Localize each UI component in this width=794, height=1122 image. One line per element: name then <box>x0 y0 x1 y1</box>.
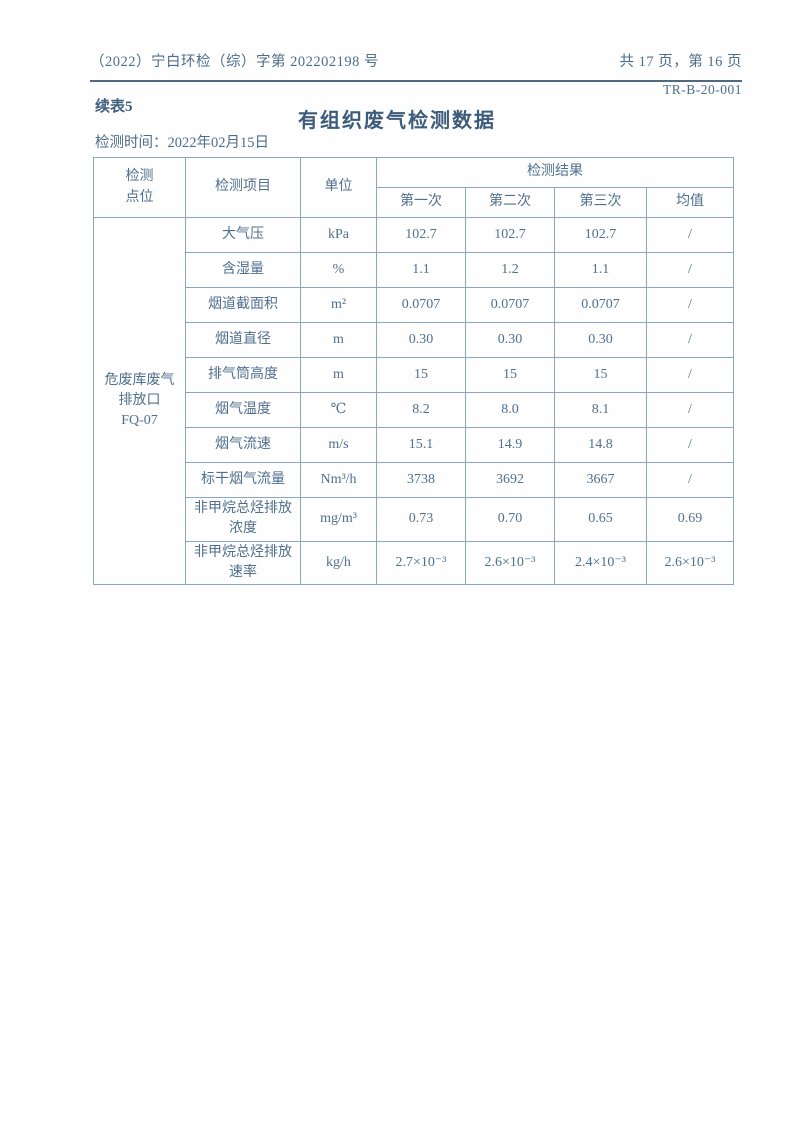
unit-cell: ℃ <box>300 392 377 428</box>
avg-cell: / <box>646 427 734 463</box>
value-cell: 3667 <box>554 462 647 498</box>
value-cell: 0.0707 <box>465 287 555 323</box>
item-cell: 标干烟气流量 <box>185 462 301 498</box>
monitoring-point-line1: 危废库废气 <box>104 372 175 388</box>
avg-cell: / <box>646 252 734 288</box>
value-cell: 0.30 <box>465 322 555 358</box>
avg-cell: / <box>646 217 734 253</box>
value-cell: 15 <box>376 357 466 393</box>
table-row: 危废库废气 排放口 FQ-07 大气压 kPa 102.7 102.7 102.… <box>93 216 734 586</box>
monitoring-point-cell: 危废库废气 排放口 FQ-07 <box>93 216 186 586</box>
table-row: 烟气流速 m/s 15.1 14.9 14.8 / <box>94 427 734 463</box>
value-cell: 1.2 <box>465 252 555 288</box>
value-cell: 102.7 <box>554 217 647 253</box>
table-row: 烟道截面积 m² 0.0707 0.0707 0.0707 / <box>94 287 734 323</box>
monitoring-data-table: 检测 点位 检测项目 单位 检测结果 第一次 第二次 第三次 均值 危废库废气 … <box>93 157 734 586</box>
avg-cell: / <box>646 392 734 428</box>
col-header-avg: 均值 <box>646 187 734 218</box>
value-cell: 8.1 <box>554 392 647 428</box>
unit-cell: kPa <box>300 217 377 253</box>
value-cell: 0.30 <box>554 322 647 358</box>
value-cell: 0.65 <box>554 497 647 542</box>
item-cell: 非甲烷总烃排放速率 <box>185 540 301 586</box>
value-cell: 8.2 <box>376 392 466 428</box>
table-row: 烟道直径 m 0.30 0.30 0.30 / <box>94 322 734 358</box>
unit-cell: m² <box>300 287 377 323</box>
unit-cell: Nm³/h <box>300 462 377 498</box>
value-cell: 0.70 <box>465 497 555 542</box>
col-header-run2: 第二次 <box>465 187 555 218</box>
value-cell: 14.8 <box>554 427 647 463</box>
item-cell: 含湿量 <box>185 252 301 288</box>
unit-cell: m/s <box>300 427 377 463</box>
item-cell: 烟气流速 <box>185 427 301 463</box>
monitoring-point-line2: 排放口 <box>118 392 161 408</box>
item-cell: 烟气温度 <box>185 392 301 428</box>
document-number: （2022）宁白环检（综）字第 202202198 号 <box>90 54 379 70</box>
value-cell: 14.9 <box>465 427 555 463</box>
value-cell: 0.30 <box>376 322 466 358</box>
value-cell: 102.7 <box>376 217 466 253</box>
item-cell: 烟道截面积 <box>185 287 301 323</box>
table-header-row-1: 检测 点位 检测项目 单位 检测结果 <box>93 157 734 218</box>
value-cell: 15 <box>465 357 555 393</box>
value-cell: 2.7×10⁻³ <box>376 540 466 586</box>
item-cell: 大气压 <box>185 217 301 253</box>
col-header-point: 检测 点位 <box>93 157 186 218</box>
value-cell: 15 <box>554 357 647 393</box>
item-cell: 排气筒高度 <box>185 357 301 393</box>
monitoring-point-line3: FQ-07 <box>121 413 158 429</box>
col-header-results: 检测结果 <box>376 157 734 188</box>
unit-cell: mg/m³ <box>300 497 377 542</box>
col-header-run1: 第一次 <box>376 187 466 218</box>
value-cell: 1.1 <box>554 252 647 288</box>
unit-cell: % <box>300 252 377 288</box>
form-code: TR-B-20-001 <box>663 82 742 97</box>
table-row: 标干烟气流量 Nm³/h 3738 3692 3667 / <box>94 462 734 498</box>
value-cell: 2.6×10⁻³ <box>465 540 555 586</box>
table-row: 含湿量 % 1.1 1.2 1.1 / <box>94 252 734 288</box>
avg-cell: / <box>646 462 734 498</box>
col-header-point-line1: 检测 <box>125 169 154 185</box>
value-cell: 2.4×10⁻³ <box>554 540 647 586</box>
value-cell: 3738 <box>376 462 466 498</box>
table-row: 非甲烷总烃排放浓度 mg/m³ 0.73 0.70 0.65 0.69 <box>94 497 734 542</box>
avg-cell: / <box>646 287 734 323</box>
col-header-item: 检测项目 <box>185 157 301 218</box>
value-cell: 15.1 <box>376 427 466 463</box>
value-cell: 8.0 <box>465 392 555 428</box>
avg-cell: / <box>646 357 734 393</box>
table-row: 排气筒高度 m 15 15 15 / <box>94 357 734 393</box>
table-row: 烟气温度 ℃ 8.2 8.0 8.1 / <box>94 392 734 428</box>
value-cell: 102.7 <box>465 217 555 253</box>
unit-cell: m <box>300 322 377 358</box>
col-header-run3: 第三次 <box>554 187 647 218</box>
col-header-point-line2: 点位 <box>125 189 154 205</box>
continued-table-label: 续表5 <box>95 99 133 115</box>
unit-cell: m <box>300 357 377 393</box>
col-header-unit: 单位 <box>300 157 377 218</box>
avg-cell: / <box>646 322 734 358</box>
pagination: 共 17 页，第 16 页 <box>619 54 742 70</box>
value-cell: 0.73 <box>376 497 466 542</box>
document-header: （2022）宁白环检（综）字第 202202198 号 共 17 页，第 16 … <box>90 50 742 82</box>
unit-cell: kg/h <box>300 540 377 586</box>
value-cell: 0.0707 <box>554 287 647 323</box>
table-header-row-2: 第一次 第二次 第三次 均值 <box>94 187 734 218</box>
value-cell: 3692 <box>465 462 555 498</box>
value-cell: 1.1 <box>376 252 466 288</box>
table-row: 非甲烷总烃排放速率 kg/h 2.7×10⁻³ 2.6×10⁻³ 2.4×10⁻… <box>94 540 734 586</box>
value-cell: 0.0707 <box>376 287 466 323</box>
avg-cell: 0.69 <box>646 497 734 542</box>
test-time: 检测时间：2022年02月15日 <box>95 135 269 151</box>
avg-cell: 2.6×10⁻³ <box>646 540 734 586</box>
page-title: 有组织废气检测数据 <box>298 110 496 132</box>
item-cell: 非甲烷总烃排放浓度 <box>185 497 301 542</box>
item-cell: 烟道直径 <box>185 322 301 358</box>
